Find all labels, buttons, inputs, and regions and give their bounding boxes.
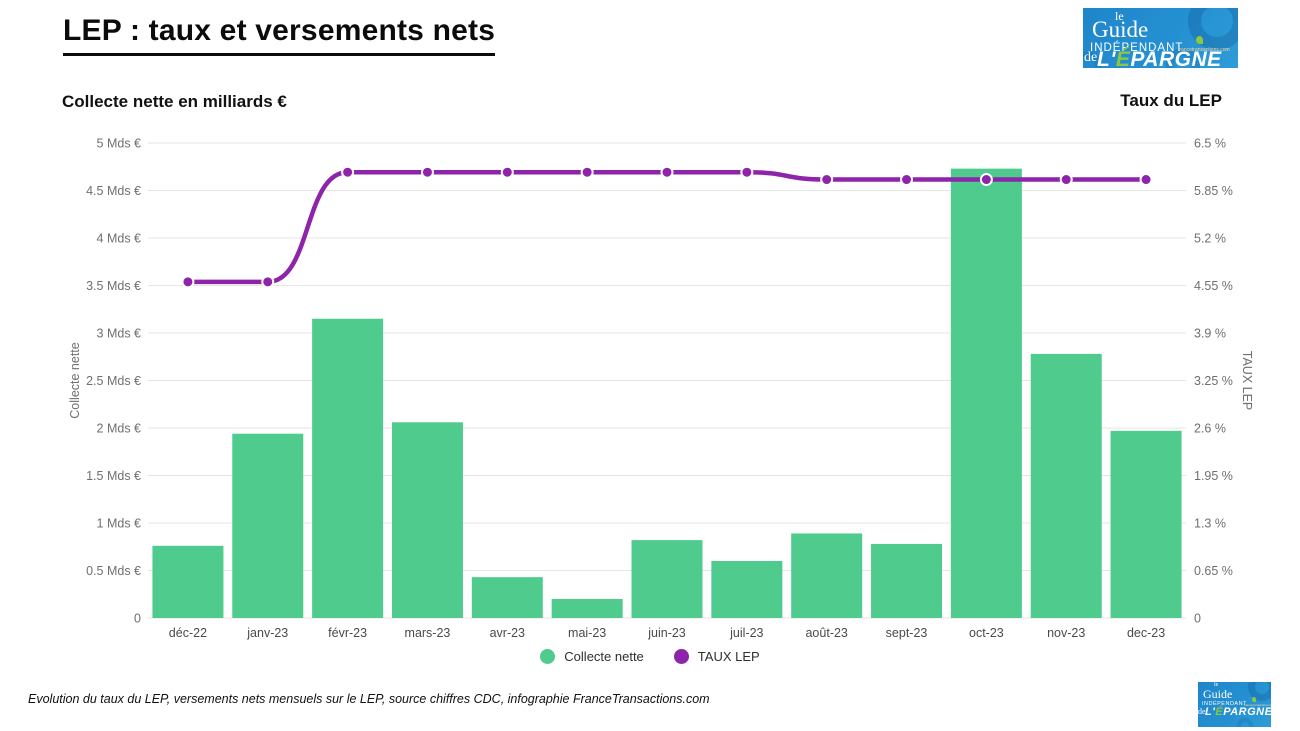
logo-text-epargne: L'ÉPARGNE [1097,48,1222,68]
x-axis-category-label: sept-23 [886,626,928,640]
left-axis-tick-label: 4 Mds € [97,232,142,246]
bar [312,318,384,618]
line-point [660,165,674,179]
bar [471,577,543,618]
x-axis-category-label: oct-23 [969,626,1004,640]
bar [551,599,623,618]
bar [871,543,943,618]
legend-label: Collecte nette [564,649,644,664]
logo-text-site: francetransactions.com [1178,47,1230,53]
left-axis-tick-label: 1 Mds € [97,517,142,531]
logo-text-de: de [1084,50,1098,65]
x-axis-category-label: août-23 [805,626,847,640]
left-axis-tick-label: 3 Mds € [97,327,142,341]
guide-epargne-logo: le Guide INDÉPENDANT francetransactions.… [1083,8,1238,68]
x-axis-category-label: mai-23 [568,626,606,640]
left-axis-tick-label: 5 Mds € [97,137,142,151]
logo-text-site: francetransactions.com [1244,703,1271,707]
right-axis-tick-label: 3.25 % [1194,374,1233,388]
logo-text-guide: Guide [1203,687,1233,701]
left-axis-tick-label: 4.5 Mds € [86,184,141,198]
chart-legend: Collecte nette TAUX LEP [0,649,1300,664]
bar [232,433,304,618]
bar [950,168,1022,618]
right-axis-tick-label: 1.3 % [1194,517,1226,531]
left-axis-tick-label: 1.5 Mds € [86,469,141,483]
right-axis-tick-label: 4.55 % [1194,279,1233,293]
bar [1030,353,1102,618]
logo-text-le: le [1214,682,1219,688]
right-axis-tick-label: 0.65 % [1194,564,1233,578]
line-point [420,165,434,179]
left-axis-tick-label: 2 Mds € [97,422,142,436]
line-point [1059,173,1073,187]
line-point [740,165,754,179]
bar [711,561,783,618]
sprout-icon [1196,36,1203,44]
logo-ring-decoration [1166,48,1200,68]
left-axis-heading: Collecte nette en milliards € [62,92,287,111]
page-title: LEP : taux et versements nets [63,14,496,56]
legend-label: TAUX LEP [697,649,760,664]
bar [631,540,703,618]
right-axis-heading: Taux du LEP [1120,91,1222,110]
bar [791,533,863,618]
legend-dot [673,649,689,664]
line-point [500,165,514,179]
logo-text-le: le [1115,9,1124,23]
bar [1110,430,1182,618]
left-axis-tick-label: 0 [134,612,141,626]
x-axis-category-label: janv-23 [246,626,288,640]
logo-text-epargne: L'ÉPARGNE [1205,706,1271,718]
right-axis-tick-label: 6.5 % [1194,137,1226,151]
line-point [900,173,914,187]
bar [391,422,463,618]
right-axis-tick-label: 5.85 % [1194,184,1233,198]
line-point [1139,173,1153,187]
right-axis-tick-label: 5.2 % [1194,232,1226,246]
logo-text-de: de [1198,707,1206,716]
left-axis-tick-label: 0.5 Mds € [86,564,141,578]
legend-item-collecte-nette: Collecte nette [540,649,644,664]
x-axis-category-label: déc-22 [169,626,207,640]
logo-ring-decoration [1237,718,1253,727]
right-axis-tick-label: 0 [1194,612,1201,626]
left-axis-title: Collecte nette [68,342,82,418]
line-point [580,165,594,179]
x-axis-category-label: févr-23 [328,626,367,640]
x-axis-category-label: dec-23 [1127,626,1165,640]
left-axis-tick-label: 3.5 Mds € [86,279,141,293]
x-axis-category-label: juin-23 [647,626,686,640]
left-axis-tick-label: 2.5 Mds € [86,374,141,388]
sprout-icon [1252,697,1256,702]
legend-dot [540,649,556,664]
x-axis-category-label: juil-23 [729,626,763,640]
line-point [820,173,834,187]
rate-line [185,169,1149,285]
bar [152,545,224,618]
logo-text-independant: INDÉPENDANT [1090,42,1184,54]
logo-ring-decoration [1083,52,1101,68]
legend-item-taux-lep: TAUX LEP [673,649,760,664]
line-point [181,275,195,289]
right-axis-tick-label: 3.9 % [1194,327,1226,341]
line-point [261,275,275,289]
x-axis-category-label: avr-23 [490,626,525,640]
right-axis-title: TAUX LEP [1240,351,1254,411]
guide-epargne-logo-small: le Guide INDÉPENDANT francetransactions.… [1198,682,1271,727]
logo-ring-decoration [1248,682,1271,701]
right-axis-tick-label: 2.6 % [1194,422,1226,436]
source-caption: Evolution du taux du LEP, versements net… [28,692,710,706]
logo-text-independant: INDÉPENDANT [1202,701,1247,707]
x-axis-category-label: mars-23 [405,626,451,640]
right-axis-tick-label: 1.95 % [1194,469,1233,483]
logo-text-guide: Guide [1092,17,1149,42]
line-point [341,165,355,179]
x-axis-category-label: nov-23 [1047,626,1085,640]
line-point [979,173,993,187]
